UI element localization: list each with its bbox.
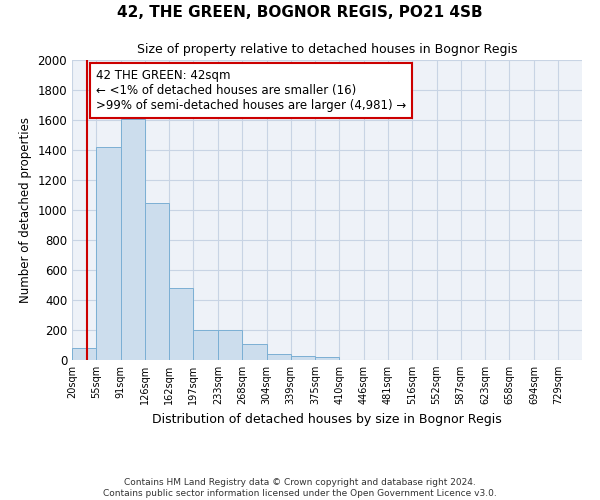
Y-axis label: Number of detached properties: Number of detached properties (19, 117, 32, 303)
Bar (266, 354, 290, 360)
Bar (121, 118, 145, 360)
Bar (218, 330, 242, 360)
Text: 42 THE GREEN: 42sqm
← <1% of detached houses are smaller (16)
>99% of semi-detac: 42 THE GREEN: 42sqm ← <1% of detached ho… (96, 69, 406, 112)
Bar (96, 147, 121, 360)
Bar (169, 288, 193, 360)
Bar (145, 202, 169, 360)
Bar (193, 330, 218, 360)
Text: Contains HM Land Registry data © Crown copyright and database right 2024.
Contai: Contains HM Land Registry data © Crown c… (103, 478, 497, 498)
Bar (72, 348, 96, 360)
Text: 42, THE GREEN, BOGNOR REGIS, PO21 4SB: 42, THE GREEN, BOGNOR REGIS, PO21 4SB (117, 5, 483, 20)
Title: Size of property relative to detached houses in Bognor Regis: Size of property relative to detached ho… (137, 43, 517, 56)
Bar (290, 356, 316, 360)
Bar (242, 344, 266, 360)
Bar (316, 357, 340, 360)
X-axis label: Distribution of detached houses by size in Bognor Regis: Distribution of detached houses by size … (152, 412, 502, 426)
